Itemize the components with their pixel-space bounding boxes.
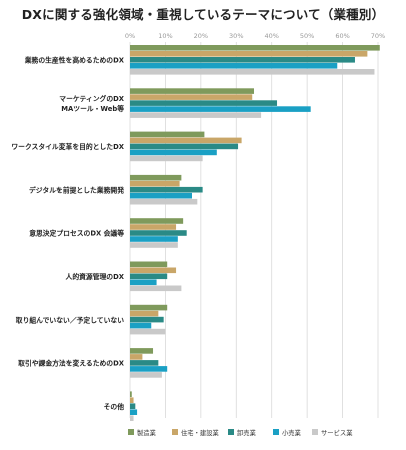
legend-label: 住宅・建設業	[181, 428, 219, 437]
legend: 製造業 住宅・建設業 卸売業 小売業 サービス業	[128, 428, 353, 437]
bar	[130, 403, 136, 409]
x-tick-label: 30%	[229, 32, 243, 40]
x-tick-label: 10%	[158, 32, 172, 40]
bar	[130, 285, 182, 292]
x-tick-label: 0%	[125, 32, 135, 40]
x-tick-label: 20%	[194, 32, 208, 40]
bar	[130, 230, 187, 236]
bar	[130, 236, 178, 242]
category-label: 取り組んでいない／予定していない	[16, 315, 124, 324]
legend-label: 卸売業	[237, 428, 257, 437]
bars	[130, 45, 380, 421]
bar	[130, 372, 162, 378]
bar	[130, 131, 205, 138]
bar	[130, 261, 168, 268]
bar	[130, 391, 132, 397]
category-labels: 業務の生産性を高めるためのDX マーケティングのDXMAツール・Web等ワークスタ…	[11, 56, 124, 411]
bar	[130, 112, 262, 118]
bar	[130, 149, 217, 156]
bar	[130, 63, 338, 69]
bar	[130, 180, 180, 187]
bar	[130, 267, 177, 274]
bar	[130, 328, 166, 335]
bar	[130, 273, 168, 280]
bar	[130, 51, 368, 57]
bar	[130, 94, 253, 100]
legend-swatch	[228, 429, 234, 435]
x-tick-label: 40%	[264, 32, 278, 40]
legend-swatch	[128, 429, 134, 435]
bar	[130, 69, 375, 75]
x-tick-label: 50%	[300, 32, 314, 40]
bar	[130, 348, 154, 354]
category-label: 取引や課金方法を変えるためのDX	[18, 359, 125, 368]
bar	[130, 186, 203, 193]
legend-swatch	[172, 429, 178, 435]
bar	[130, 106, 311, 112]
bar	[130, 198, 198, 205]
bar	[130, 143, 239, 150]
bar	[130, 322, 152, 329]
category-label: マーケティングのDX	[59, 94, 124, 103]
bar	[130, 415, 134, 421]
legend-label: サービス業	[321, 428, 353, 437]
bar	[130, 409, 138, 415]
category-label: MAツール・Web等	[61, 104, 124, 113]
bar	[130, 366, 168, 372]
x-axis-ticks: 0% 10% 20% 30% 40% 50% 60% 70%	[125, 32, 385, 40]
bar	[130, 397, 134, 403]
legend-swatch	[273, 429, 279, 435]
x-tick-label: 70%	[371, 32, 385, 40]
category-label: その他	[104, 402, 125, 411]
bar	[130, 316, 164, 323]
bar	[130, 304, 168, 311]
category-label: 業務の生産性を高めるためのDX	[24, 56, 125, 65]
bar	[130, 137, 242, 144]
bar	[130, 57, 355, 63]
bar	[130, 155, 203, 162]
gridlines	[129, 42, 379, 418]
bar	[130, 192, 192, 199]
legend-label: 小売業	[282, 428, 302, 437]
bar	[130, 279, 157, 286]
legend-swatch	[312, 429, 318, 435]
bar	[130, 224, 177, 230]
bar	[130, 45, 380, 51]
category-label: 人的資源管理のDX	[66, 272, 125, 281]
bar	[130, 174, 182, 181]
bar	[130, 88, 254, 94]
chart-title: DXに関する強化領域・重視しているテーマについて（業種別）	[21, 7, 385, 22]
bar	[130, 310, 159, 317]
bar	[130, 218, 184, 224]
bar	[130, 242, 178, 248]
bar	[130, 354, 143, 360]
category-label: デジタルを前提とした業務開発	[29, 185, 124, 194]
category-label: ワークスタイル変革を目的としたDX	[11, 142, 124, 151]
bar	[130, 100, 278, 106]
legend-label: 製造業	[137, 428, 157, 437]
category-label: 意思決定プロセスのDX 会議等	[29, 229, 124, 238]
bar	[130, 360, 159, 366]
x-tick-label: 60%	[335, 32, 349, 40]
